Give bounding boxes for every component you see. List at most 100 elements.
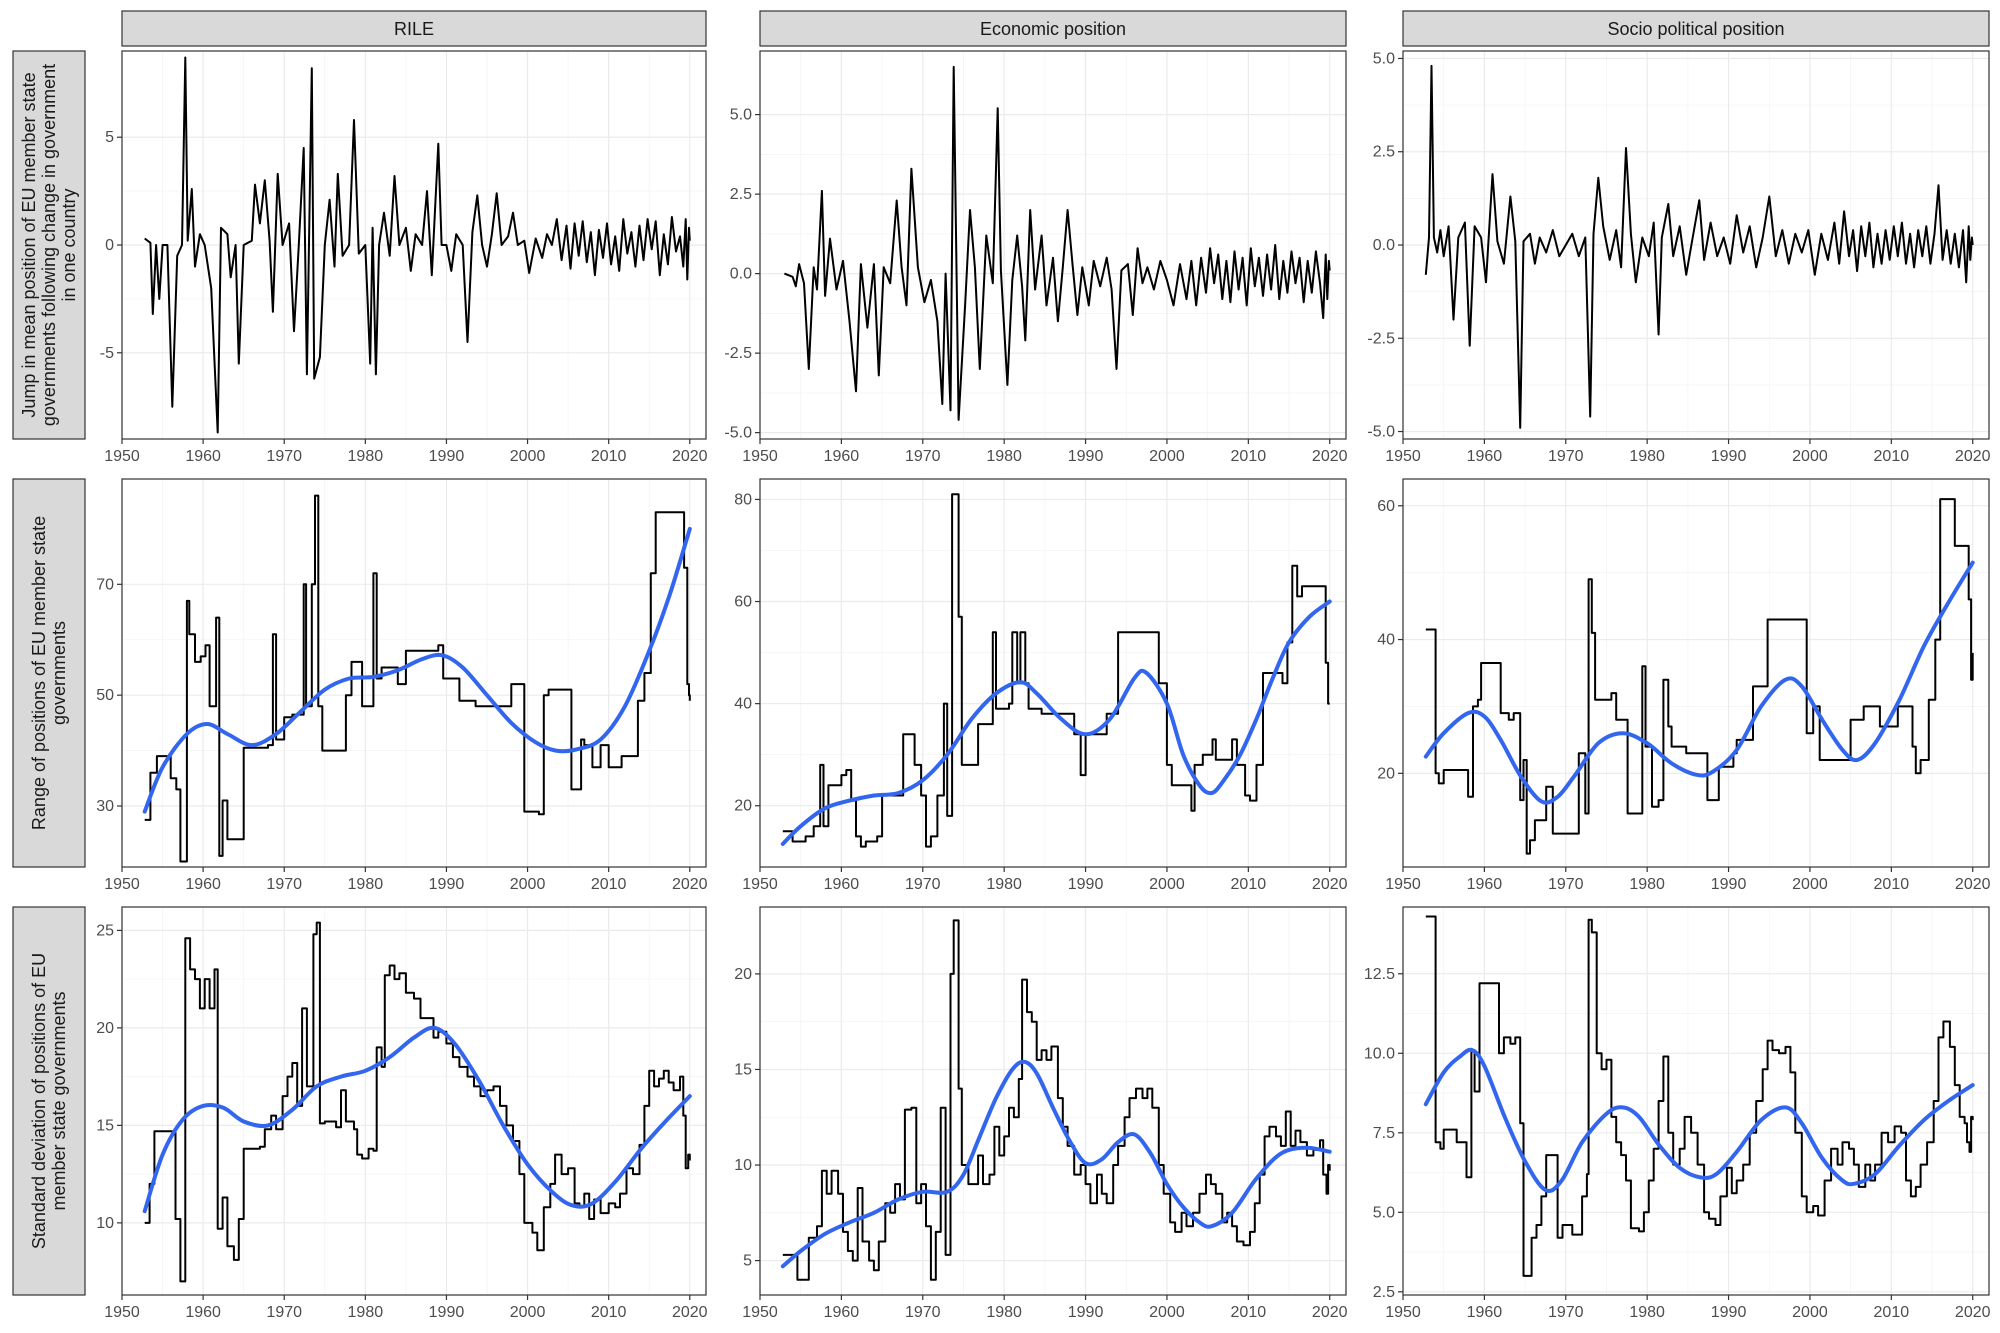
- y-tick-label: 60: [1377, 498, 1395, 515]
- row-strips: Jump in mean position of EU member state…: [12, 50, 86, 1296]
- y-tick-label: 70: [96, 576, 114, 593]
- y-tick-label: 5.0: [1373, 1204, 1395, 1221]
- x-tick-label: 1970: [1548, 448, 1584, 465]
- y-tick-label: -5.0: [724, 425, 752, 442]
- panel-range-rile: 1950 1960 1970 1980 1990 2000 2010 2020 30 50 70: [96, 478, 708, 893]
- x-tick-label: 2020: [1312, 876, 1348, 893]
- strip-label-socio: Socio political position: [1607, 19, 1784, 39]
- x-tick-label: 1970: [905, 1304, 941, 1321]
- smooth-trend-range-socio: [1423, 560, 1975, 805]
- x-tick-label: 2010: [1231, 876, 1267, 893]
- y-tick-label: -5.0: [1367, 424, 1395, 441]
- panel-background: [1403, 479, 1989, 867]
- row-strip-jump: [12, 50, 86, 440]
- y-tick-label: 20: [734, 966, 752, 983]
- panel-border: [759, 478, 1347, 868]
- x-tick-label: 1960: [1467, 1304, 1503, 1321]
- y-tick-label: 7.5: [1373, 1125, 1395, 1142]
- panel-border: [121, 906, 707, 1296]
- y-tick-label: 10: [96, 1215, 114, 1232]
- x-tick-label: 1990: [1068, 448, 1104, 465]
- y-tick-label: 2.5: [1373, 1284, 1395, 1301]
- x-tick-label: 1950: [104, 448, 140, 465]
- x-tick-label: 1960: [185, 448, 221, 465]
- x-tick-label: 1970: [266, 876, 302, 893]
- x-tick-label: 2020: [1955, 1304, 1991, 1321]
- strip-label-economic: Economic position: [980, 19, 1126, 39]
- y-tick-label: 20: [1377, 765, 1395, 782]
- panel-sd-socio: 1950 1960 1970 1980 1990 2000 2010 2020 2.5 5.0 7.…: [1364, 906, 1991, 1321]
- y-tick-label: 50: [96, 687, 114, 704]
- row-label-line: member state governments: [49, 991, 69, 1210]
- x-tick-label: 1980: [986, 876, 1022, 893]
- y-tick-label: 0.0: [730, 266, 752, 283]
- row-label-line: Jump in mean position of EU member state: [19, 72, 39, 417]
- row-label-line: Standard deviation of positions of EU: [29, 953, 49, 1249]
- x-tick-label: 1950: [1385, 448, 1421, 465]
- x-tick-label: 1960: [824, 876, 860, 893]
- y-tick-label: 30: [96, 798, 114, 815]
- x-tick-label: 2010: [1874, 1304, 1910, 1321]
- x-tick-label: 1960: [185, 1304, 221, 1321]
- x-tick-label: 2000: [1149, 448, 1185, 465]
- x-tick-label: 1980: [1629, 876, 1665, 893]
- x-tick-label: 2010: [1231, 1304, 1267, 1321]
- y-tick-label: 15: [734, 1061, 752, 1078]
- x-tick-label: 1960: [1467, 876, 1503, 893]
- row-label-line: in one country: [59, 188, 79, 301]
- x-tick-label: 2000: [510, 876, 546, 893]
- strip-rile: [121, 10, 707, 47]
- x-tick-label: 2020: [1955, 876, 1991, 893]
- panels: 1950 1960 1970 1980 1990 2000 2010 2020-5051950…: [96, 50, 1991, 1321]
- series-line-sd-econ: [782, 919, 1331, 1281]
- x-tick-label: 1950: [104, 876, 140, 893]
- panel-sd-econ: 1950 1960 1970 1980 1990 2000 2010 2020 5 10 15 20: [734, 906, 1348, 1321]
- series-line-jump-socio: [1424, 64, 1974, 429]
- y-tick-label: 2.5: [1373, 144, 1395, 161]
- x-tick-label: 1980: [986, 448, 1022, 465]
- x-tick-label: 1990: [1711, 448, 1747, 465]
- panel-background: [760, 479, 1346, 867]
- x-tick-label: 2000: [1792, 448, 1828, 465]
- y-tick-label: 20: [734, 798, 752, 815]
- row-label-line: governments following change in governme…: [39, 64, 59, 426]
- x-tick-label: 1990: [1711, 1304, 1747, 1321]
- row-strip-sd: [12, 906, 86, 1296]
- x-tick-label: 1970: [266, 448, 302, 465]
- x-tick-label: 2020: [1955, 448, 1991, 465]
- x-tick-label: 1990: [1711, 876, 1747, 893]
- series-line-range-rile: [144, 494, 691, 863]
- column-strips: RILE Economic position Socio political p…: [121, 10, 1990, 47]
- smooth-trend-range-rile: [142, 526, 692, 814]
- x-tick-label: 2010: [1874, 448, 1910, 465]
- x-tick-label: 1990: [1068, 876, 1104, 893]
- row-label-range: Range of positions of EU member stategov…: [29, 516, 69, 830]
- y-tick-label: 15: [96, 1117, 114, 1134]
- smooth-trend-sd-socio: [1423, 1047, 1975, 1193]
- series-line-jump-econ: [784, 65, 1331, 421]
- series-line-range-socio: [1425, 498, 1974, 855]
- y-tick-label: -5: [100, 345, 114, 362]
- x-tick-label: 2020: [1312, 448, 1348, 465]
- y-tick-label: 25: [96, 922, 114, 939]
- series-line-sd-socio: [1425, 915, 1974, 1277]
- panel-jump-econ: 1950 1960 1970 1980 1990 2000 2010 2020 -5.0 -2.5…: [724, 50, 1348, 465]
- y-tick-label: 12.5: [1364, 966, 1395, 983]
- x-tick-label: 1950: [1385, 876, 1421, 893]
- x-tick-label: 1980: [348, 1304, 384, 1321]
- y-tick-label: 10.0: [1364, 1045, 1395, 1062]
- y-tick-label: 0.0: [1373, 237, 1395, 254]
- x-tick-label: 1960: [185, 876, 221, 893]
- x-tick-label: 2010: [1231, 448, 1267, 465]
- x-tick-label: 1950: [104, 1304, 140, 1321]
- x-tick-label: 2020: [672, 1304, 708, 1321]
- panel-sd-rile: 1950 1960 1970 1980 1990 2000 2010 2020 10 15 20 25: [96, 906, 708, 1321]
- x-tick-label: 1990: [1068, 1304, 1104, 1321]
- x-tick-label: 1970: [905, 876, 941, 893]
- x-tick-label: 1990: [429, 1304, 465, 1321]
- x-tick-label: 1950: [742, 876, 778, 893]
- x-tick-label: 1970: [1548, 1304, 1584, 1321]
